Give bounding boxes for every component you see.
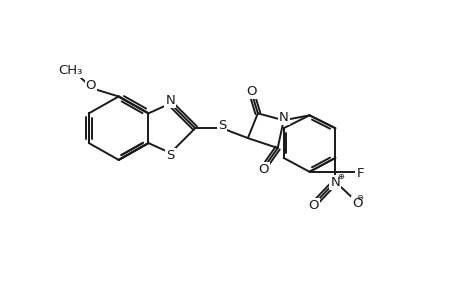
Text: O: O [351,197,362,210]
Text: ⊕: ⊕ [336,172,343,181]
Text: O: O [246,85,257,98]
Text: ⊖: ⊖ [356,193,363,202]
Text: S: S [218,119,226,132]
Text: F: F [356,167,363,180]
Text: O: O [258,163,269,176]
Text: O: O [85,79,96,92]
Text: N: N [165,94,175,107]
Text: N: N [330,176,340,189]
Text: S: S [166,149,174,162]
Text: O: O [308,199,318,212]
Text: CH₃: CH₃ [58,64,82,77]
Text: N: N [278,111,288,124]
